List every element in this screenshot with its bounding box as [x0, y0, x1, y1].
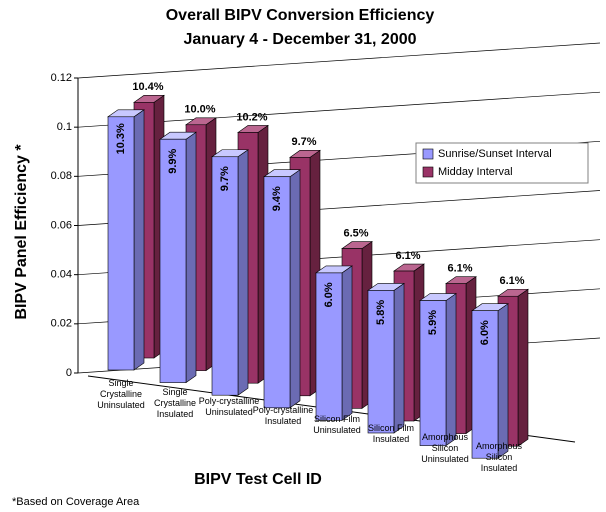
value-label: 6.0% [479, 320, 491, 345]
x-tick-label: Amorphous Silicon Insulated [475, 441, 523, 473]
grid-line [77, 91, 601, 128]
bar [471, 303, 509, 459]
grid-line [77, 42, 601, 79]
bar [263, 169, 301, 409]
bar [159, 131, 197, 384]
legend-swatch [422, 166, 434, 178]
value-label: 6.0% [323, 282, 335, 307]
legend-label: Sunrise/Sunset Interval [438, 148, 552, 160]
chart-title: Overall BIPV Conversion Efficiency [166, 7, 435, 24]
x-tick-label: Silicon Film Uninsulated [313, 414, 361, 435]
x-tick-label: Silicon Film Insulated [367, 423, 414, 444]
bar-front [159, 138, 187, 383]
value-label: 5.8% [375, 300, 387, 325]
y-tick-label: 0.1 [57, 121, 72, 133]
bar-front [315, 272, 343, 421]
value-label: 10.0% [184, 104, 215, 116]
bar-side [289, 169, 301, 409]
value-label: 9.7% [219, 166, 231, 191]
y-tick-label: 0.12 [51, 72, 72, 84]
value-label: 10.4% [132, 81, 163, 93]
legend-swatch [422, 148, 434, 160]
bar [419, 292, 457, 447]
bar-front [263, 176, 291, 409]
bar-front [471, 310, 499, 459]
bar [211, 149, 249, 396]
y-tick-label: 0.06 [51, 219, 72, 231]
value-label: 9.4% [271, 186, 283, 211]
bar-front [107, 116, 135, 371]
chart-subtitle: January 4 - December 31, 2000 [183, 31, 416, 48]
bar [367, 282, 405, 434]
bar [315, 265, 353, 421]
value-label: 9.9% [167, 148, 179, 173]
value-label: 10.2% [236, 111, 267, 123]
x-tick-label: Poly-crystalline Uninsulated [198, 396, 260, 417]
bar-side [497, 303, 509, 459]
legend-box [415, 142, 589, 184]
value-label: 6.5% [343, 228, 368, 240]
value-label: 6.1% [499, 275, 524, 287]
x-tick-label: Single Crystalline Insulated [153, 387, 196, 419]
x-tick-label: Amorphous Silicon Uninsulated [421, 432, 469, 464]
y-tick-label: 0.02 [51, 318, 72, 330]
x-tick-label: Single Crystalline Uninsulated [97, 378, 145, 410]
bar-side [133, 109, 145, 371]
bar-side [517, 288, 529, 447]
value-label: 10.3% [115, 123, 127, 154]
x-axis-label: BIPV Test Cell ID [194, 471, 322, 488]
bar [107, 109, 145, 371]
x-tick-label: Poly-crystalline Insulated [252, 405, 314, 426]
footnote: *Based on Coverage Area [12, 496, 140, 508]
value-label: 5.9% [427, 310, 439, 335]
value-label: 9.7% [291, 136, 316, 148]
bar-front [419, 300, 447, 446]
y-axis-label: BIPV Panel Efficiency * [13, 144, 30, 320]
bar-side [341, 265, 353, 421]
legend-label: Midday Interval [438, 166, 513, 178]
y-tick-label: 0.04 [51, 269, 72, 281]
bar-front [367, 290, 395, 434]
y-tick-label: 0.08 [51, 170, 72, 182]
y-tick-label: 0 [66, 367, 72, 379]
value-label: 6.1% [447, 263, 472, 275]
bar-front [211, 156, 239, 396]
bar-side [445, 292, 457, 447]
bar-side [237, 149, 249, 396]
bar-side [185, 131, 197, 384]
bar-side [393, 282, 405, 434]
value-label: 6.1% [395, 250, 420, 262]
